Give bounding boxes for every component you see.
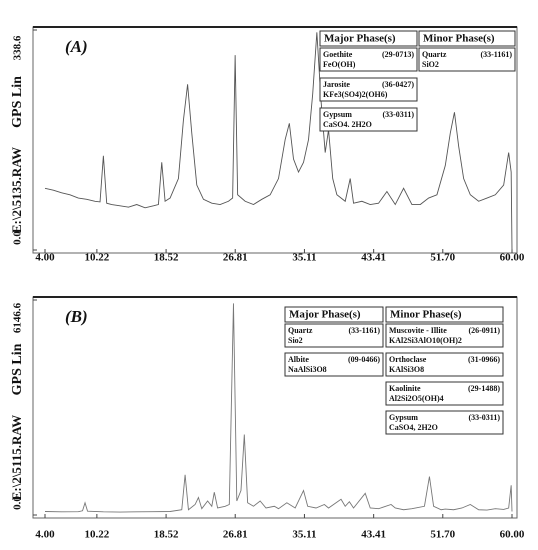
- x-tick-label: 18.52: [154, 529, 179, 541]
- y-tick-label: 0.0: [12, 496, 24, 510]
- phase-formula: KAlSi3O8: [389, 365, 424, 374]
- phase-box: [284, 352, 384, 377]
- phase-heading-box: [418, 30, 516, 47]
- phase-formula: KAl2Si3AlO10(OH)2: [389, 336, 462, 345]
- x-tick-label: 10.22: [84, 252, 109, 264]
- diffraction-pattern: [44, 32, 513, 251]
- y-tick-label: 0.0: [12, 231, 24, 245]
- y-tick-label: 338.6: [12, 35, 24, 60]
- phase-formula: Sio2: [288, 336, 303, 345]
- y-axis-label: GPS Lin: [10, 343, 25, 395]
- phase-name: Quartz: [288, 326, 313, 335]
- phase-box: [319, 77, 418, 102]
- phase-formula: Al2Si2O5(OH)4: [389, 394, 444, 403]
- panel-label: (A): [65, 37, 88, 56]
- phase-box: [385, 323, 504, 348]
- phase-formula: FeO(OH): [323, 60, 356, 69]
- phase-formula: KFe3(SO4)2(OH6): [323, 90, 388, 99]
- x-tick-label: 35.11: [292, 252, 316, 264]
- phase-name: Kaolinite: [389, 384, 421, 393]
- phase-heading: Minor Phase(s): [390, 309, 462, 321]
- phase-formula: NaAlSi3O8: [288, 365, 327, 374]
- x-tick-label: 26.81: [223, 252, 248, 264]
- phase-name: Quartz: [422, 50, 447, 59]
- phase-name: Albite: [288, 355, 309, 364]
- phase-box: [385, 381, 504, 406]
- phase-code: (29-1488): [468, 384, 500, 393]
- phase-heading-box: [284, 306, 384, 323]
- phase-name: Gypsum: [389, 413, 418, 422]
- phase-box: [418, 47, 516, 72]
- phase-name: Jarosite: [323, 80, 350, 89]
- phase-heading: Minor Phase(s): [423, 33, 495, 45]
- phase-box: [284, 323, 384, 348]
- x-tick-label: 60.00: [500, 252, 525, 264]
- phase-name: Gypsum: [323, 110, 352, 119]
- phase-box: [319, 107, 418, 132]
- phase-box: [385, 352, 504, 377]
- x-tick-label: 51.70: [430, 529, 455, 541]
- phase-code: (33-0311): [468, 413, 500, 422]
- phase-code: (26-0911): [468, 326, 500, 335]
- phase-code: (33-1161): [480, 50, 512, 59]
- phase-code: (09-0466): [348, 355, 380, 364]
- phase-box: [385, 410, 504, 435]
- phase-box: [319, 47, 418, 72]
- phase-code: (33-1161): [348, 326, 380, 335]
- phase-formula: CaSO4. 2H2O: [323, 120, 372, 129]
- phase-code: (31-0966): [468, 355, 500, 364]
- x-tick-label: 4.00: [35, 529, 55, 541]
- x-tick-label: 10.22: [84, 529, 109, 541]
- y-tick-label: 6146.6: [12, 302, 24, 333]
- phase-name: Goethite: [323, 50, 353, 59]
- y-axis-label: GPS Lin: [10, 76, 25, 128]
- x-tick-label: 18.52: [154, 252, 179, 264]
- file-label: E:\2\5135.RAW: [9, 147, 24, 233]
- x-tick-label: 26.81: [223, 529, 248, 541]
- x-tick-label: 4.00: [35, 252, 55, 264]
- panel-label: (B): [65, 307, 88, 326]
- x-tick-label: 43.41: [361, 529, 386, 541]
- phase-code: (36-0427): [382, 80, 414, 89]
- phase-heading-box: [385, 306, 504, 323]
- phase-heading: Major Phase(s): [324, 33, 396, 45]
- phase-formula: CaSO4, 2H2O: [389, 423, 438, 432]
- phase-heading-box: [319, 30, 418, 47]
- phase-name: Muscovite - Illite: [389, 326, 447, 335]
- file-label: E:\2\5115.RAW: [9, 415, 24, 501]
- diffraction-pattern: [44, 303, 513, 513]
- x-tick-label: 51.70: [430, 252, 455, 264]
- phase-code: (29-0713): [382, 50, 414, 59]
- phase-formula: SiO2: [422, 60, 439, 69]
- phase-code: (33-0311): [382, 110, 414, 119]
- phase-name: Orthoclase: [389, 355, 427, 364]
- x-tick-label: 35.11: [292, 529, 316, 541]
- phase-heading: Major Phase(s): [289, 309, 361, 321]
- x-tick-label: 60.00: [500, 529, 525, 541]
- x-tick-label: 43.41: [361, 252, 386, 264]
